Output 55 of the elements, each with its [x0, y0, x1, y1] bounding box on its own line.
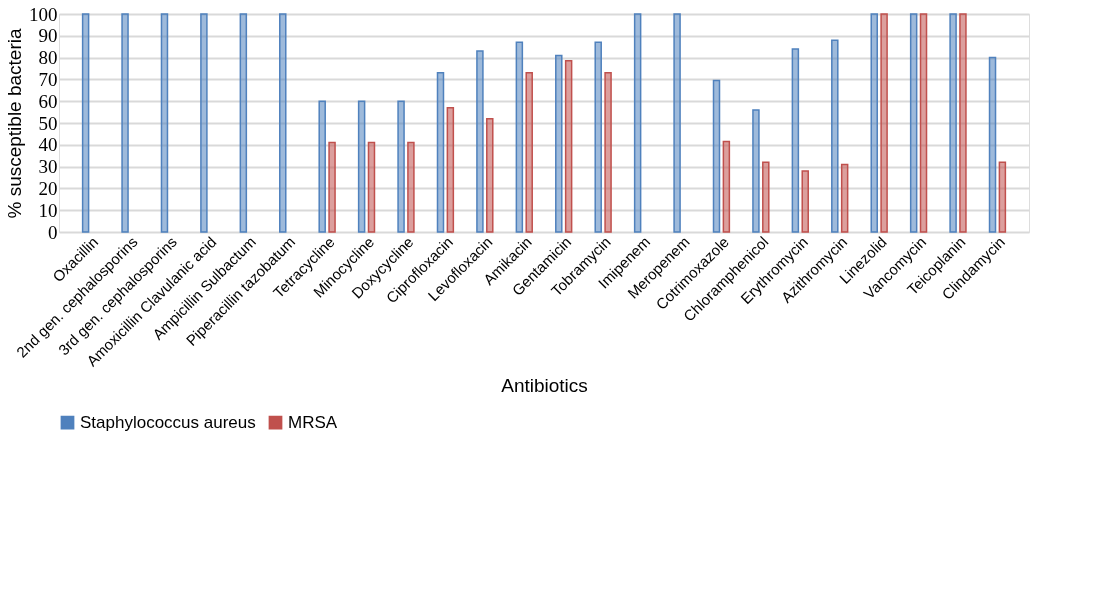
bar	[318, 100, 326, 233]
bar	[160, 13, 169, 233]
bar	[239, 13, 248, 233]
bar	[121, 13, 129, 233]
bar	[909, 13, 918, 233]
bar	[81, 13, 90, 233]
bar	[801, 170, 809, 233]
bar	[831, 39, 839, 233]
y-tick-label: 30	[38, 156, 58, 178]
bar	[407, 141, 415, 233]
bar	[870, 13, 878, 233]
bar	[594, 41, 602, 233]
x-axis-title: Antibiotics	[501, 375, 588, 397]
bar	[525, 72, 533, 233]
bar	[712, 79, 721, 233]
bar	[328, 141, 336, 233]
bar	[673, 13, 681, 233]
bar	[722, 140, 731, 233]
bar	[604, 72, 612, 233]
y-tick-label: 90	[38, 25, 58, 47]
bar	[515, 41, 524, 233]
bar	[357, 100, 366, 233]
y-tick-label: 10	[38, 199, 58, 221]
bar	[397, 100, 405, 233]
bar	[279, 13, 287, 233]
legend-label: MRSA	[288, 412, 338, 432]
y-tick-label: 100	[29, 3, 58, 25]
y-tick-label: 60	[38, 90, 58, 112]
bar	[436, 72, 445, 233]
bar	[762, 161, 770, 233]
bar	[486, 117, 494, 233]
y-axis-title: % susceptible bacteria	[4, 28, 25, 219]
bar	[555, 54, 563, 233]
bar	[949, 13, 957, 233]
bar	[998, 161, 1007, 233]
bar	[476, 50, 484, 233]
bar	[791, 48, 800, 233]
bar	[752, 109, 760, 233]
bar	[633, 13, 642, 233]
y-tick-label: 20	[38, 177, 58, 199]
legend-label: Staphylococcus aureus	[80, 412, 256, 432]
y-tick-label: 80	[38, 47, 58, 69]
bar	[564, 60, 573, 233]
bar	[446, 106, 455, 233]
y-tick-label: 40	[38, 134, 58, 156]
y-tick-label: 70	[38, 68, 58, 90]
bar	[840, 163, 849, 233]
bar	[919, 13, 928, 233]
y-tick-label: 50	[38, 112, 58, 134]
y-tick-label: 0	[48, 221, 58, 243]
bar	[988, 56, 997, 233]
bar	[200, 13, 208, 233]
bar	[959, 13, 967, 233]
bar	[880, 13, 888, 233]
bar	[367, 141, 376, 233]
